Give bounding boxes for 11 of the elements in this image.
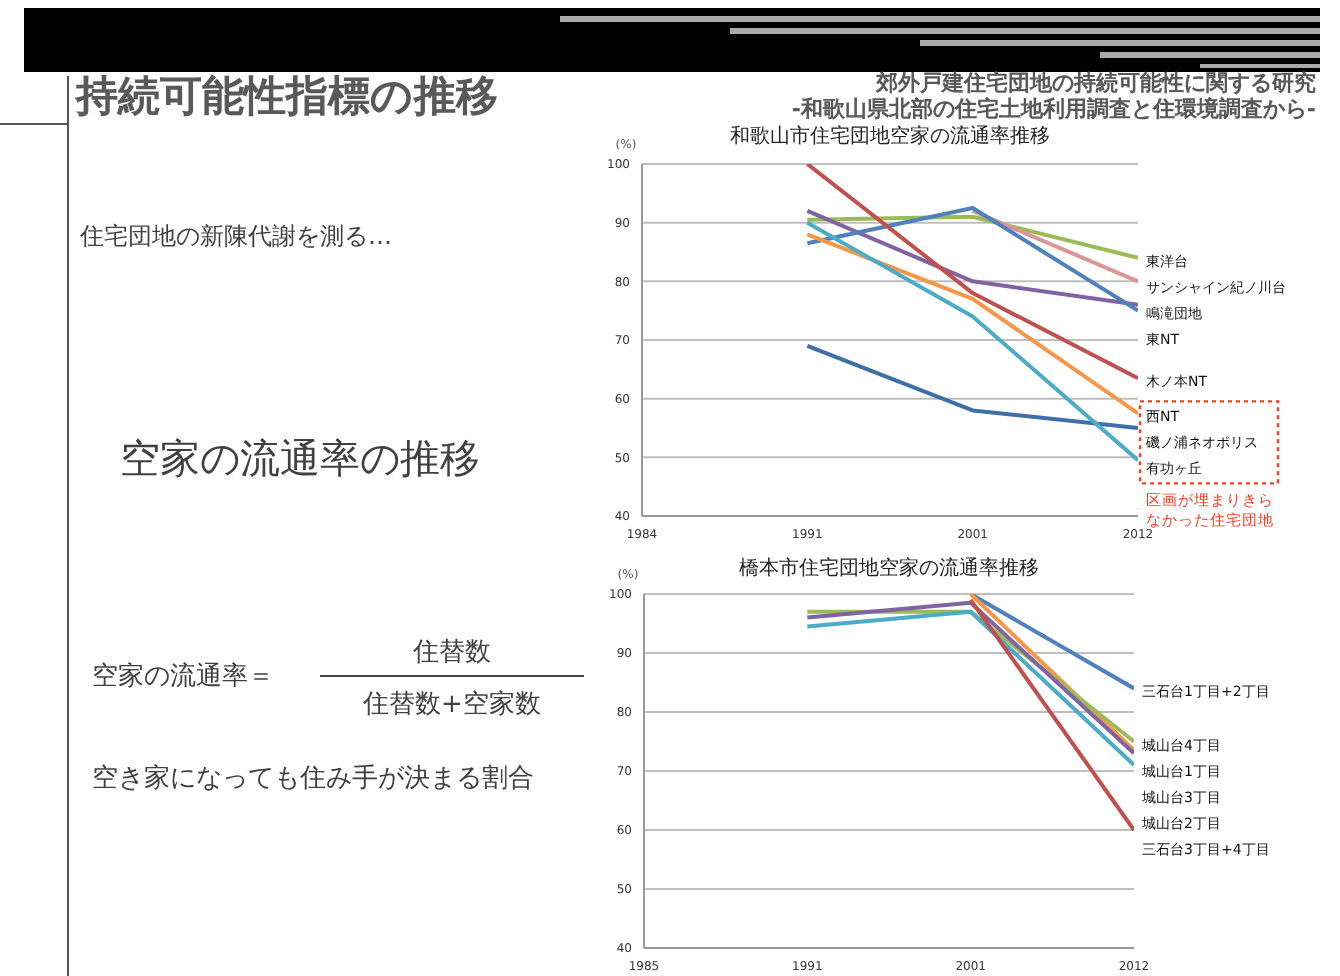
text: 郊外戸建住宅団地の持続可能性に関する研究 — [874, 70, 1316, 96]
text: 住替数 — [411, 638, 491, 668]
text: 空家の流通率の推移 — [120, 434, 480, 482]
text: -和歌山県北部の住宅土地利用調査と住環境調査から- — [791, 96, 1316, 122]
text: 住宅団地の新陳代謝を測る… — [78, 222, 392, 250]
text: 空家の流通率＝ — [92, 660, 274, 692]
text: 持続可能性指標の推移 — [74, 72, 498, 120]
text: 空き家になっても住み手が決まる割合 — [92, 762, 534, 794]
text: 住替数+空家数 — [361, 688, 541, 720]
chart-title: 和歌山市住宅団地空家の流通率推移 — [730, 124, 1050, 148]
chart-title: 橋本市住宅団地空家の流通率推移 — [739, 556, 1039, 580]
